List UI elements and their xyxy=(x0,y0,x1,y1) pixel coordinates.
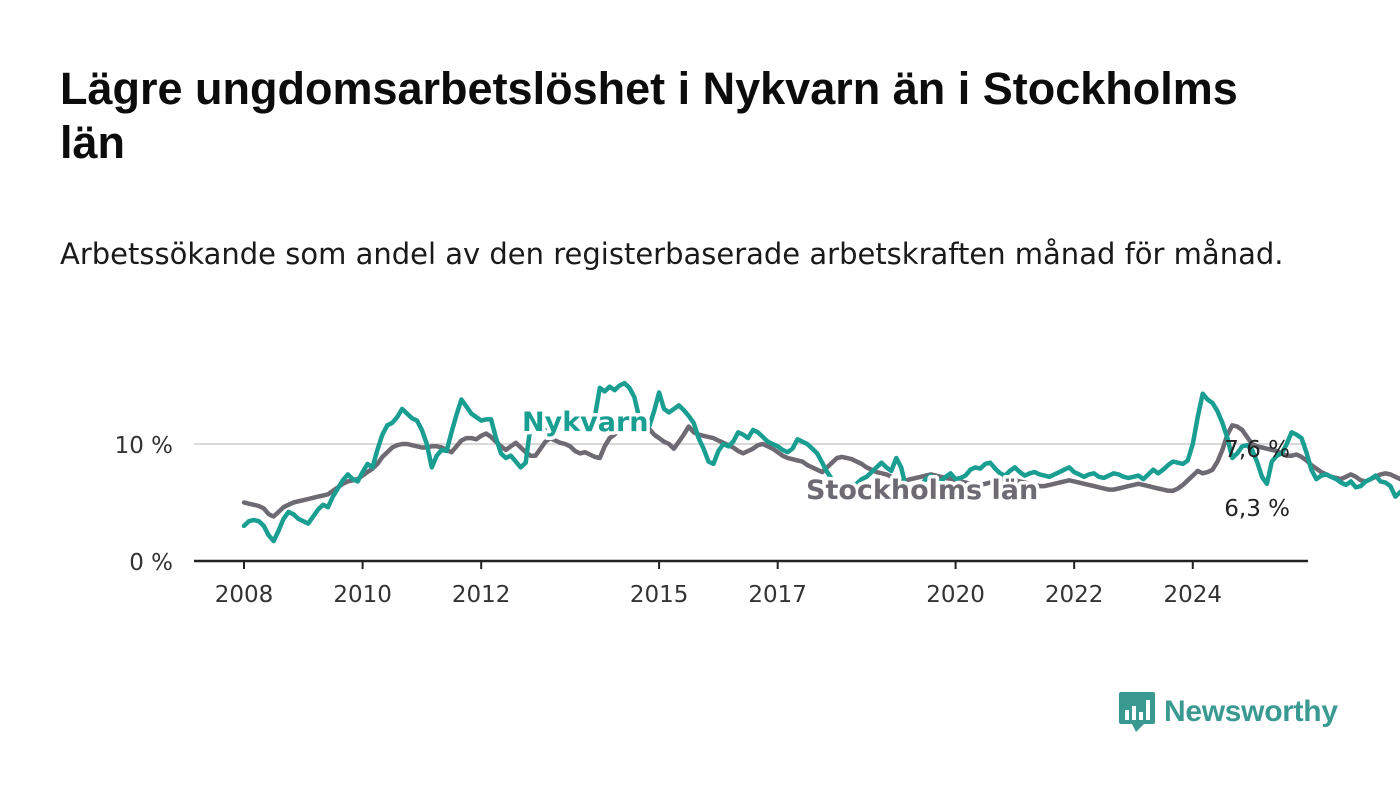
series-lines xyxy=(241,380,1400,544)
end-markers: 7,6 % 6,3 % xyxy=(1224,437,1290,522)
x-tick-label: 2010 xyxy=(333,582,392,608)
newsworthy-logo-text: Newsworthy xyxy=(1164,695,1338,728)
x-tick-label: 2015 xyxy=(630,582,689,608)
x-tick-label: 2017 xyxy=(748,582,807,608)
x-tick-label: 2012 xyxy=(452,582,511,608)
newsworthy-logo: Newsworthy xyxy=(1118,690,1338,734)
series-label-stockholms-lan-halo: Stockholms län xyxy=(806,475,1038,506)
end-label-stockholms-lan: 7,6 % xyxy=(1224,437,1290,463)
chart-title: Lägre ungdomsarbetslöshet i Nykvarn än i… xyxy=(60,63,1238,168)
x-tick-label: 2020 xyxy=(926,582,985,608)
series-line-stockholms-lan xyxy=(241,414,1400,519)
y-tick-label: 10 % xyxy=(115,433,173,459)
series-line-nykvarn xyxy=(241,380,1400,544)
series-label-nykvarn: Nykvarn xyxy=(522,407,649,438)
series-label-stockholms-lan: Stockholms län xyxy=(806,475,1038,506)
y-tick-label: 0 % xyxy=(129,550,173,576)
y-axis-labels: 0 % 10 % xyxy=(115,433,173,576)
series-label-nykvarn-halo: Nykvarn xyxy=(522,407,649,438)
newsworthy-logo-icon xyxy=(1119,692,1155,732)
x-tick-label: 2008 xyxy=(215,582,274,608)
x-tick-label: 2022 xyxy=(1045,582,1104,608)
end-label-nykvarn: 6,3 % xyxy=(1224,496,1290,522)
chart-subtitle: Arbetssökande som andel av den registerb… xyxy=(60,237,1284,271)
x-tick-label: 2024 xyxy=(1163,582,1222,608)
x-axis: 2008 2010 2012 2015 2017 2020 2022 2024 xyxy=(194,559,1308,608)
